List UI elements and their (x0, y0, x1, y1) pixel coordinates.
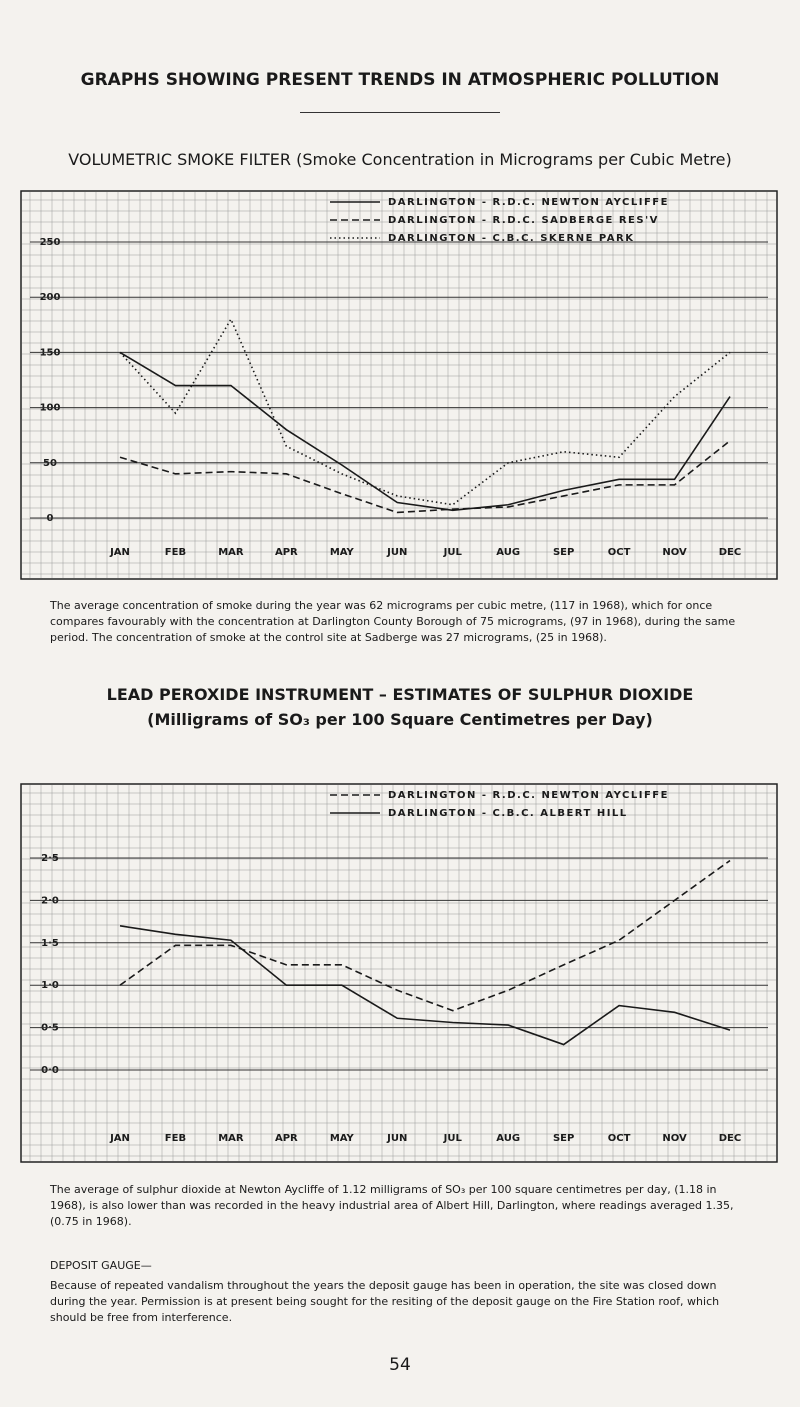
chart-title: VOLUMETRIC SMOKE FILTER (Smoke Concentra… (68, 150, 732, 169)
chart-subtitle: (Milligrams of SO₃ per 100 Square Centim… (147, 710, 653, 729)
legend-label: DARLINGTON - R.D.C. NEWTON AYCLIFFE (388, 790, 669, 801)
x-tick-label: AUG (496, 1133, 520, 1144)
x-tick-label: JUN (386, 1133, 407, 1144)
x-tick-label: MAY (330, 547, 355, 558)
x-tick-label: APR (275, 1133, 298, 1144)
y-tick-label: 2·0 (41, 895, 59, 906)
rule (300, 112, 500, 113)
x-tick-label: MAY (330, 1133, 355, 1144)
legend-label: DARLINGTON - R.D.C. SADBERGE RES'V (388, 215, 659, 226)
x-tick-label: JAN (109, 1133, 130, 1144)
series-line (119, 925, 731, 1046)
legend-label: DARLINGTON - R.D.C. NEWTON AYCLIFFE (388, 197, 669, 208)
paragraph: The average concentration of smoke durin… (50, 599, 736, 644)
chart: 050100150200250JANFEBMARAPRMAYJUNJULAUGS… (20, 190, 778, 580)
x-tick-label: JUL (443, 1133, 463, 1144)
page-number: 54 (389, 1355, 411, 1375)
x-tick-label: JAN (109, 547, 130, 558)
x-tick-label: DEC (719, 547, 741, 558)
x-tick-label: SEP (553, 1133, 574, 1144)
x-tick-label: FEB (165, 547, 186, 558)
frame (20, 190, 778, 580)
series-line (119, 317, 731, 506)
deposit-heading: DEPOSIT GAUGE— (50, 1259, 152, 1272)
series-line (119, 859, 731, 1012)
paragraph: The average of sulphur dioxide at Newton… (50, 1183, 734, 1228)
x-tick-label: OCT (608, 547, 631, 558)
legend-label: DARLINGTON - C.B.C. ALBERT HILL (388, 808, 628, 819)
deposit-text: Because of repeated vandalism throughout… (50, 1279, 720, 1324)
x-tick-label: OCT (608, 1133, 631, 1144)
x-tick-label: AUG (496, 547, 520, 558)
x-tick-label: APR (275, 547, 298, 558)
page-title: GRAPHS SHOWING PRESENT TRENDS IN ATMOSPH… (80, 70, 720, 90)
series-line (119, 440, 731, 514)
x-tick-label: SEP (553, 547, 574, 558)
x-tick-label: FEB (165, 1133, 186, 1144)
y-tick-label: 1·0 (41, 980, 59, 991)
x-tick-label: NOV (662, 547, 687, 558)
x-tick-label: JUL (443, 547, 463, 558)
x-tick-label: MAR (218, 547, 244, 558)
y-tick-label: 200 (40, 292, 61, 303)
frame (20, 783, 778, 1163)
x-tick-label: DEC (719, 1133, 741, 1144)
series-line (119, 351, 731, 512)
legend-label: DARLINGTON - C.B.C. SKERNE PARK (388, 233, 634, 244)
x-tick-label: JUN (386, 547, 407, 558)
x-tick-label: NOV (662, 1133, 687, 1144)
chart-title: LEAD PEROXIDE INSTRUMENT – ESTIMATES OF … (106, 685, 694, 704)
x-tick-label: MAR (218, 1133, 244, 1144)
